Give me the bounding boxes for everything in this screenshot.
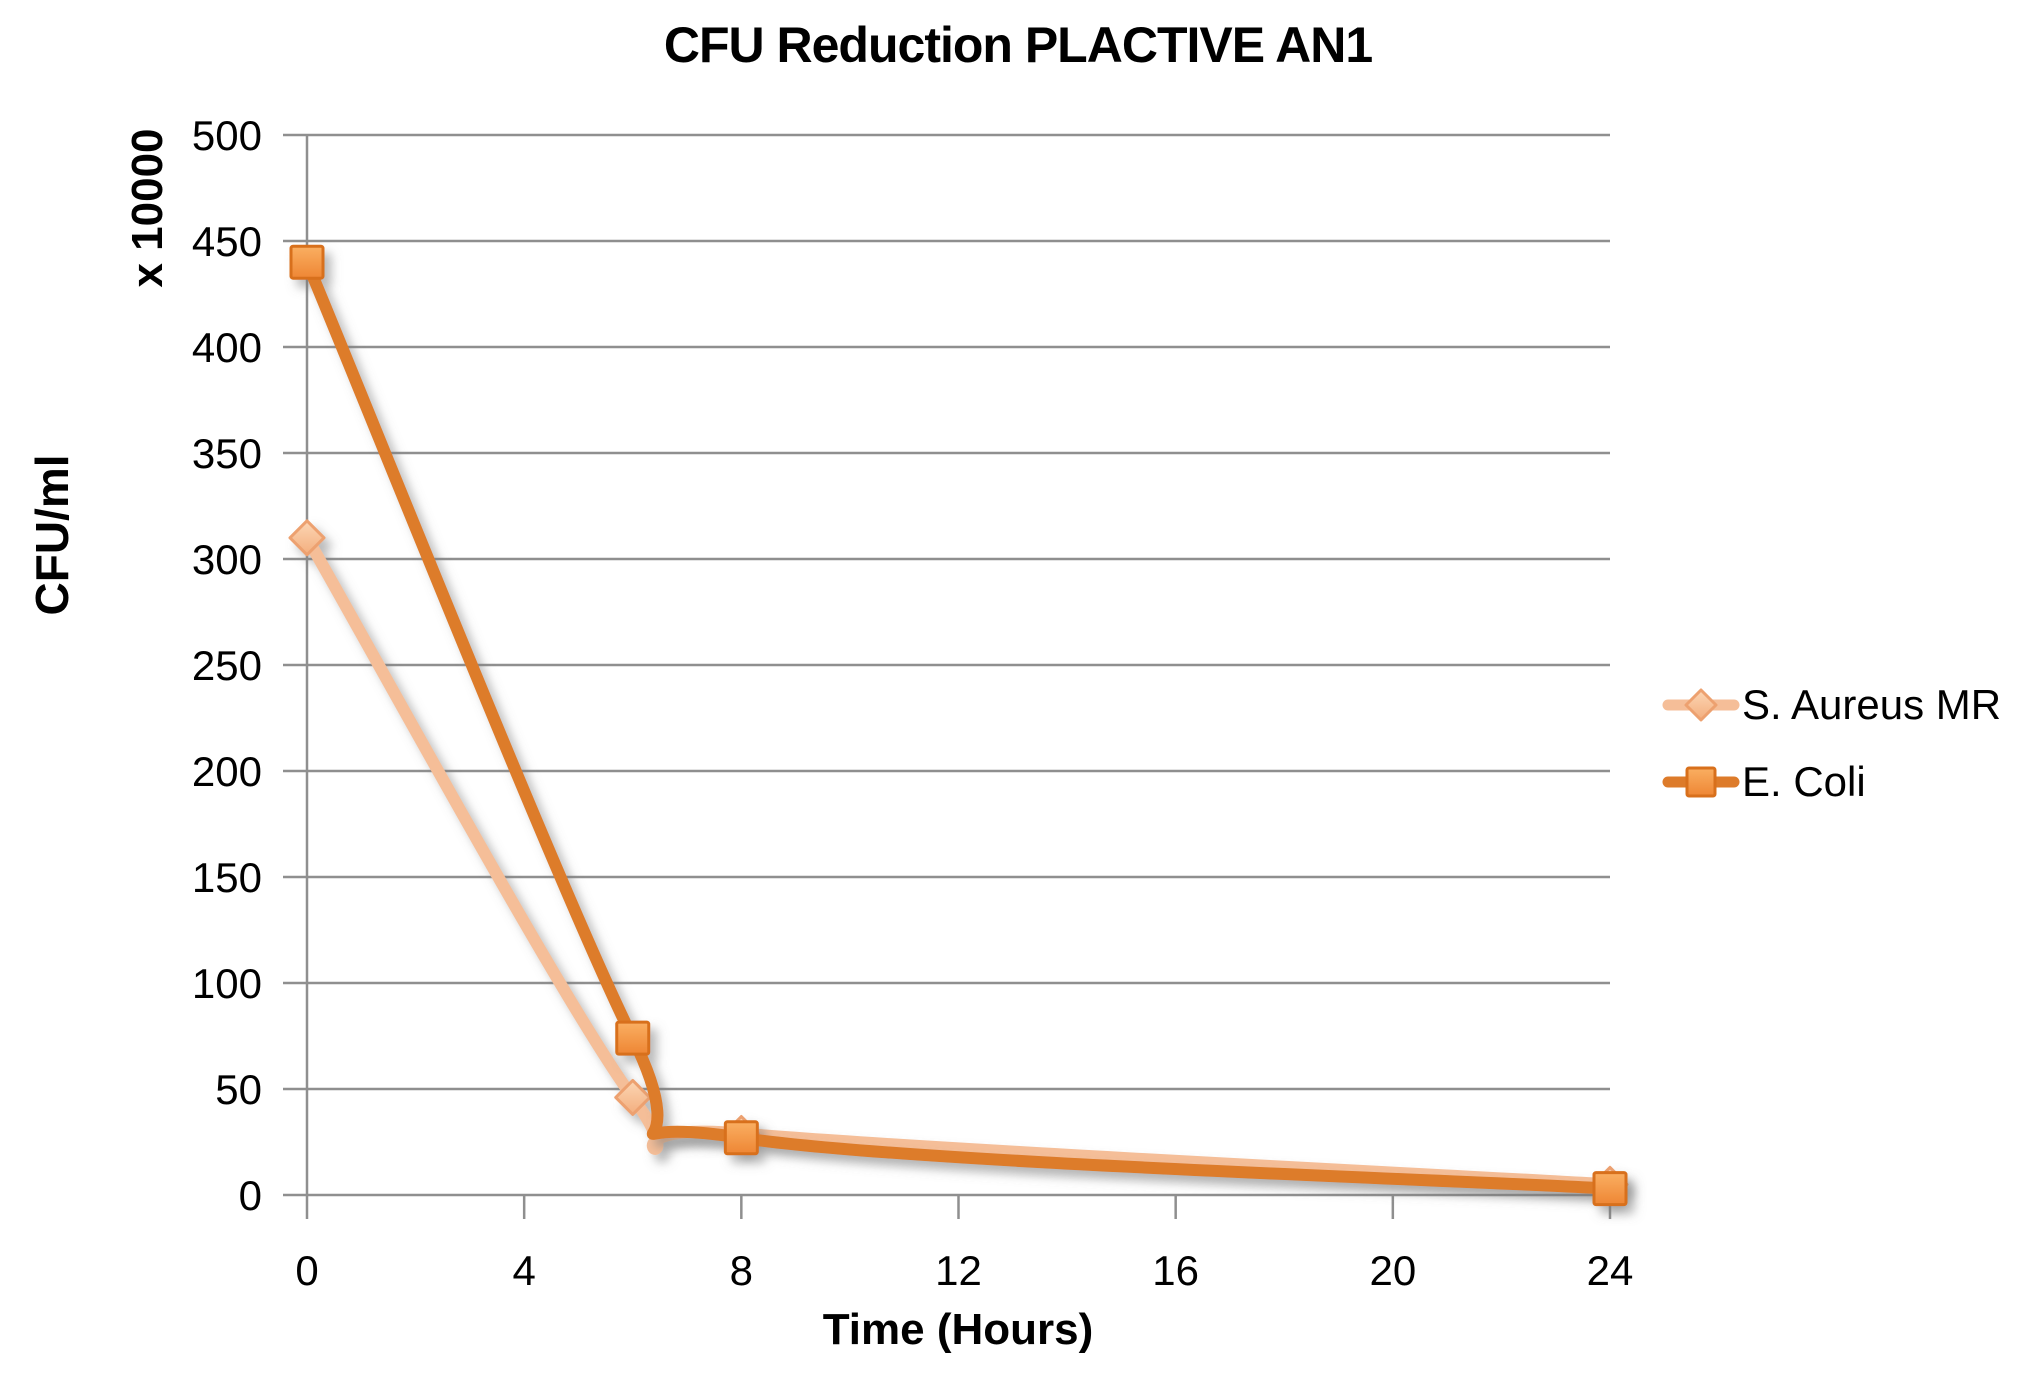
marker-square-e-coli [723, 1120, 759, 1156]
legend-marker-e-coli [1685, 766, 1717, 798]
y-tick-label: 350 [192, 430, 262, 477]
marker-square-e-coli [615, 1020, 651, 1056]
x-tick-label: 4 [512, 1247, 535, 1294]
y-tick-label: 500 [192, 112, 262, 159]
y-tick-label: 50 [215, 1066, 262, 1113]
y-tick-label: 250 [192, 642, 262, 689]
legend-marker-s-aureus-mr [1684, 688, 1718, 722]
y-tick-label: 200 [192, 748, 262, 795]
x-tick-label: 0 [295, 1247, 318, 1294]
x-tick-label: 20 [1369, 1247, 1416, 1294]
x-axis-title: Time (Hours) [822, 1305, 1094, 1354]
y-tick-label: 300 [192, 536, 262, 583]
x-tick-label: 16 [1152, 1247, 1199, 1294]
legend-label-e-coli: E. Coli [1742, 758, 1866, 805]
marker-diamond-s-aureus-mr [288, 519, 326, 557]
chart-title: CFU Reduction PLACTIVE AN1 [663, 17, 1373, 73]
y-tick-label: 150 [192, 854, 262, 901]
legend-item-e-coli: E. Coli [1662, 758, 1866, 805]
y-tick-label: 400 [192, 324, 262, 371]
series-s-aureus-mr [288, 519, 1629, 1203]
marker-diamond-s-aureus-mr [614, 1078, 652, 1116]
legend-item-s-aureus-mr: S. Aureus MR [1662, 681, 2001, 728]
legend: S. Aureus MR E. Coli [1662, 681, 2001, 805]
series-line-e-coli [301, 256, 1616, 1195]
x-tick-label: 8 [730, 1247, 753, 1294]
marker-square-e-coli [289, 244, 325, 280]
series-line-s-aureus-mr [301, 531, 1616, 1191]
y-tick-label: 450 [192, 218, 262, 265]
series-e-coli [289, 244, 1628, 1207]
legend-label-s-aureus-mr: S. Aureus MR [1742, 681, 2001, 728]
y-tick-label: 0 [239, 1172, 262, 1219]
x-tick-label: 12 [935, 1247, 982, 1294]
marker-square-e-coli [1592, 1171, 1628, 1207]
x-tick-label: 24 [1587, 1247, 1634, 1294]
y-tick-label: 100 [192, 960, 262, 1007]
